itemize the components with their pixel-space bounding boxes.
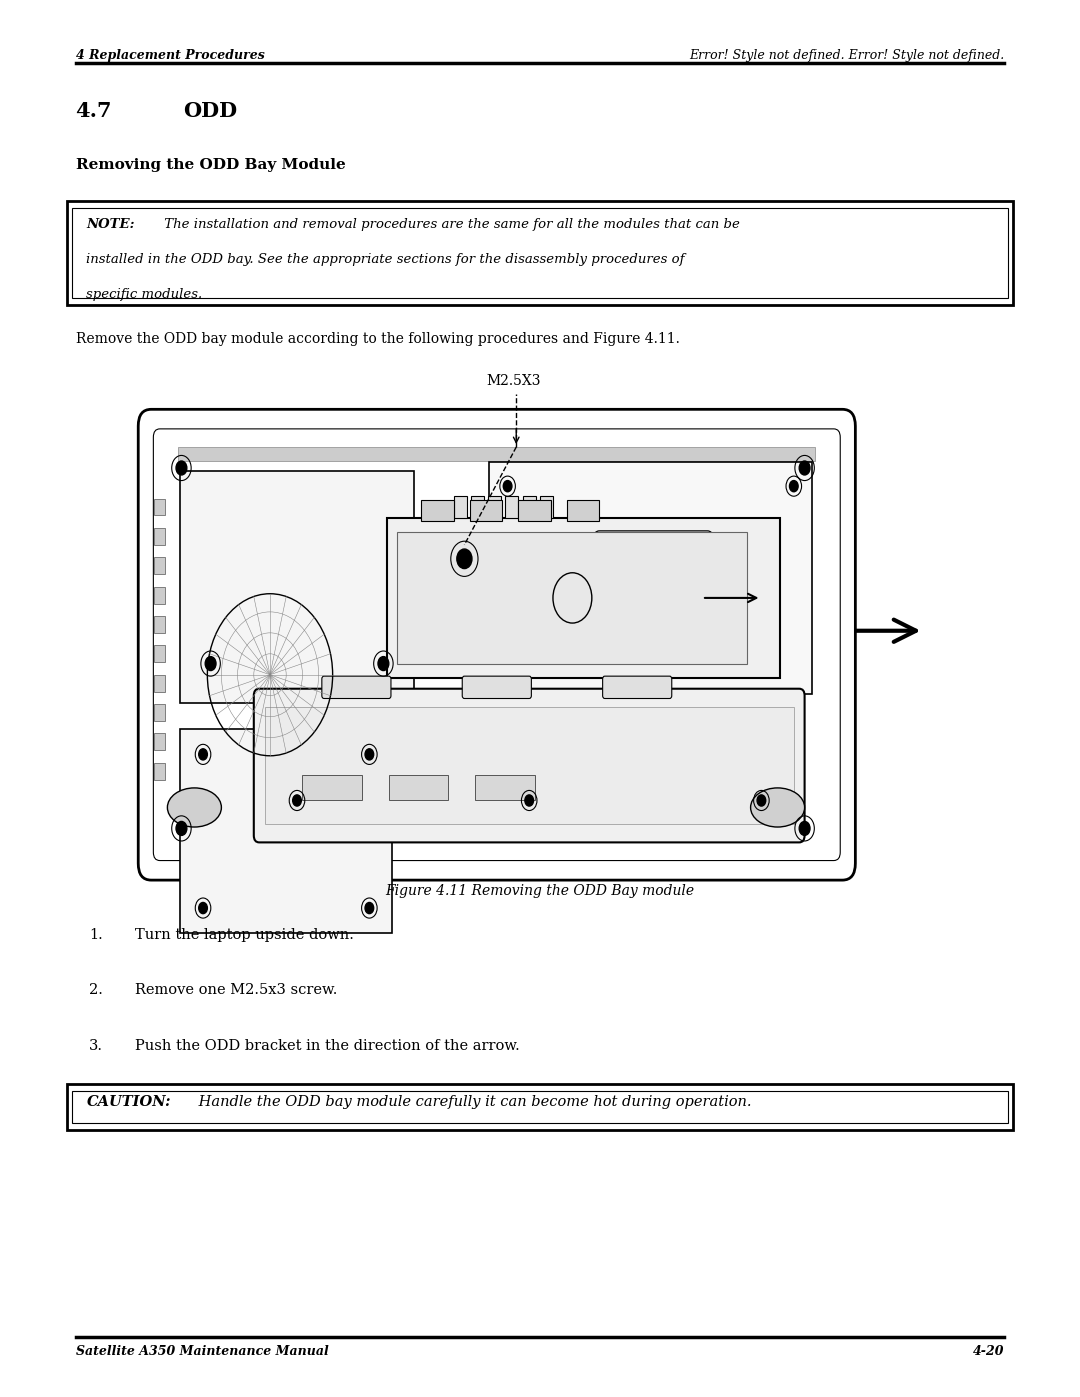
FancyBboxPatch shape bbox=[154, 528, 165, 545]
Text: 3.: 3. bbox=[89, 1039, 103, 1053]
Text: Turn the laptop upside down.: Turn the laptop upside down. bbox=[135, 928, 354, 942]
FancyBboxPatch shape bbox=[505, 496, 518, 518]
FancyBboxPatch shape bbox=[470, 500, 502, 521]
Text: Handle the ODD bay module carefully it can become hot during operation.: Handle the ODD bay module carefully it c… bbox=[194, 1095, 752, 1109]
FancyBboxPatch shape bbox=[488, 496, 501, 518]
Circle shape bbox=[789, 481, 798, 492]
Text: Remove one M2.5x3 screw.: Remove one M2.5x3 screw. bbox=[135, 983, 337, 997]
Circle shape bbox=[365, 749, 374, 760]
FancyBboxPatch shape bbox=[154, 675, 165, 692]
Circle shape bbox=[365, 902, 374, 914]
FancyBboxPatch shape bbox=[518, 500, 551, 521]
FancyBboxPatch shape bbox=[523, 496, 536, 518]
Text: Figure 4.11 Removing the ODD Bay module: Figure 4.11 Removing the ODD Bay module bbox=[386, 884, 694, 898]
FancyBboxPatch shape bbox=[180, 729, 392, 933]
FancyBboxPatch shape bbox=[475, 775, 535, 800]
Text: 2.: 2. bbox=[89, 983, 103, 997]
FancyBboxPatch shape bbox=[594, 531, 713, 643]
Circle shape bbox=[799, 821, 810, 835]
Circle shape bbox=[378, 657, 389, 671]
FancyBboxPatch shape bbox=[302, 775, 362, 800]
FancyBboxPatch shape bbox=[265, 707, 794, 824]
Circle shape bbox=[799, 461, 810, 475]
Text: Satellite A350 Maintenance Manual: Satellite A350 Maintenance Manual bbox=[76, 1345, 328, 1358]
Circle shape bbox=[757, 795, 766, 806]
FancyBboxPatch shape bbox=[72, 208, 1008, 298]
Circle shape bbox=[293, 795, 301, 806]
Text: 4.7: 4.7 bbox=[76, 101, 112, 120]
FancyBboxPatch shape bbox=[524, 538, 599, 580]
FancyBboxPatch shape bbox=[389, 775, 448, 800]
FancyBboxPatch shape bbox=[540, 496, 553, 518]
Text: Push the ODD bracket in the direction of the arrow.: Push the ODD bracket in the direction of… bbox=[135, 1039, 519, 1053]
FancyBboxPatch shape bbox=[524, 601, 599, 636]
Ellipse shape bbox=[751, 788, 805, 827]
Text: M2.5X3: M2.5X3 bbox=[487, 374, 541, 388]
FancyBboxPatch shape bbox=[471, 496, 484, 518]
FancyBboxPatch shape bbox=[154, 616, 165, 633]
FancyBboxPatch shape bbox=[462, 676, 531, 698]
Text: Error! Style not defined. Error! Style not defined.: Error! Style not defined. Error! Style n… bbox=[689, 49, 1004, 61]
Text: 1.: 1. bbox=[89, 928, 103, 942]
FancyBboxPatch shape bbox=[180, 471, 414, 703]
FancyBboxPatch shape bbox=[454, 496, 467, 518]
Circle shape bbox=[176, 821, 187, 835]
FancyBboxPatch shape bbox=[154, 499, 165, 515]
Text: Remove the ODD bay module according to the following procedures and Figure 4.11.: Remove the ODD bay module according to t… bbox=[76, 332, 679, 346]
FancyBboxPatch shape bbox=[138, 409, 855, 880]
FancyBboxPatch shape bbox=[603, 676, 672, 698]
FancyBboxPatch shape bbox=[154, 645, 165, 662]
Circle shape bbox=[176, 461, 187, 475]
FancyBboxPatch shape bbox=[154, 704, 165, 721]
FancyBboxPatch shape bbox=[154, 733, 165, 750]
FancyBboxPatch shape bbox=[154, 557, 165, 574]
Circle shape bbox=[205, 657, 216, 671]
Text: specific modules.: specific modules. bbox=[86, 288, 203, 300]
FancyBboxPatch shape bbox=[67, 1084, 1013, 1130]
FancyBboxPatch shape bbox=[154, 587, 165, 604]
FancyBboxPatch shape bbox=[72, 1091, 1008, 1123]
Circle shape bbox=[525, 795, 534, 806]
FancyBboxPatch shape bbox=[421, 500, 454, 521]
Ellipse shape bbox=[167, 788, 221, 827]
FancyBboxPatch shape bbox=[254, 689, 805, 842]
Text: ODD: ODD bbox=[184, 101, 238, 120]
FancyBboxPatch shape bbox=[489, 462, 812, 694]
FancyBboxPatch shape bbox=[154, 763, 165, 780]
Text: 4-20: 4-20 bbox=[973, 1345, 1004, 1358]
Text: installed in the ODD bay. See the appropriate sections for the disassembly proce: installed in the ODD bay. See the approp… bbox=[86, 253, 685, 265]
FancyBboxPatch shape bbox=[397, 532, 747, 664]
Circle shape bbox=[199, 749, 207, 760]
Text: CAUTION:: CAUTION: bbox=[86, 1095, 171, 1109]
FancyBboxPatch shape bbox=[322, 676, 391, 698]
Text: NOTE:: NOTE: bbox=[86, 218, 135, 231]
Circle shape bbox=[457, 549, 472, 569]
FancyBboxPatch shape bbox=[567, 500, 599, 521]
FancyBboxPatch shape bbox=[67, 201, 1013, 305]
Text: Removing the ODD Bay Module: Removing the ODD Bay Module bbox=[76, 158, 346, 172]
FancyBboxPatch shape bbox=[178, 447, 815, 461]
Circle shape bbox=[503, 481, 512, 492]
FancyBboxPatch shape bbox=[387, 518, 780, 678]
Text: 4 Replacement Procedures: 4 Replacement Procedures bbox=[76, 49, 265, 61]
Circle shape bbox=[199, 902, 207, 914]
FancyBboxPatch shape bbox=[153, 429, 840, 861]
Text: The installation and removal procedures are the same for all the modules that ca: The installation and removal procedures … bbox=[160, 218, 740, 231]
